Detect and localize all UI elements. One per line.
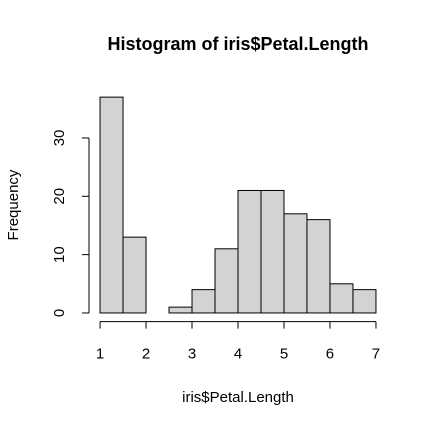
bar	[260, 189, 285, 314]
y-tick-label: 10	[51, 246, 68, 263]
x-tick-label: 5	[280, 346, 288, 363]
chart-title: Histogram of iris$Petal.Length	[107, 34, 368, 54]
x-tick-label: 4	[234, 346, 242, 363]
bar	[99, 96, 124, 314]
bar	[352, 289, 377, 314]
x-tick-label: 6	[326, 346, 334, 363]
bar	[329, 283, 354, 314]
bar	[283, 213, 308, 314]
bar	[214, 248, 239, 314]
bar	[122, 236, 147, 314]
x-tick-label: 2	[142, 346, 150, 363]
bar	[168, 306, 193, 314]
x-axis-label: iris$Petal.Length	[182, 389, 294, 406]
bar	[306, 219, 331, 314]
y-tick-label: 0	[51, 309, 68, 317]
x-tick-label: 1	[96, 346, 104, 363]
x-tick-label: 3	[188, 346, 196, 363]
bar	[191, 289, 216, 314]
y-axis-label: Frequency	[5, 169, 22, 240]
y-tick-label: 20	[51, 188, 68, 205]
bar	[237, 189, 262, 314]
y-tick-label: 30	[51, 130, 68, 147]
x-tick-label: 7	[372, 346, 380, 363]
